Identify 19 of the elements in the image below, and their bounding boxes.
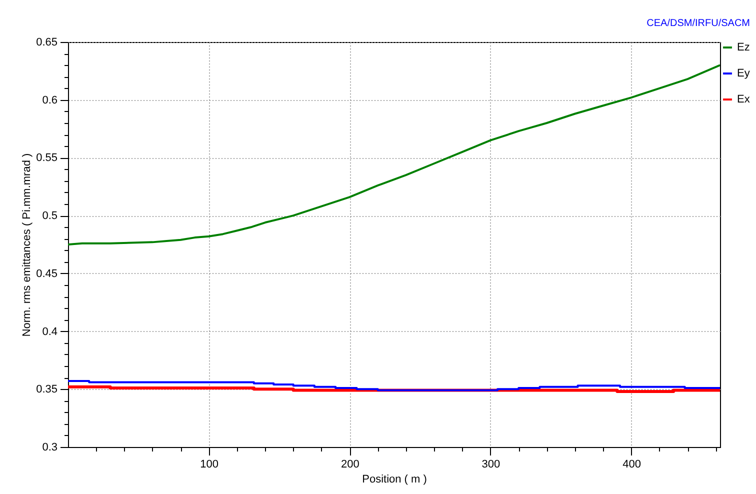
- legend-label: Ez: [737, 42, 750, 54]
- x-tick-label: 100: [200, 458, 218, 470]
- legend-label: Ex: [737, 94, 750, 106]
- y-tick-label: 0.5: [42, 210, 58, 222]
- text: CEA/DSM/IRFU/SACM: [646, 18, 750, 29]
- y-tick-label: 0.4: [42, 326, 58, 338]
- y-tick-label: 0.35: [36, 384, 58, 396]
- y-tick-label: 0.55: [36, 152, 58, 164]
- x-tick-label: 200: [340, 458, 360, 470]
- y-tick-label: 0.6: [42, 94, 58, 106]
- legend-label: Ey: [737, 68, 750, 80]
- x-tick-label: 300: [482, 458, 500, 470]
- line-series: [68, 64, 720, 246]
- x-tick-label: 400: [622, 458, 641, 470]
- y-tick-label: 0.65: [36, 36, 58, 48]
- x-axis-title: Position ( m ): [362, 474, 427, 486]
- y-axis-title: Norm. rms emittances ( Pi.mm.mrad ): [21, 153, 34, 337]
- y-tick-label: 0.45: [36, 268, 58, 280]
- y-tick-label: 0.3: [42, 442, 58, 454]
